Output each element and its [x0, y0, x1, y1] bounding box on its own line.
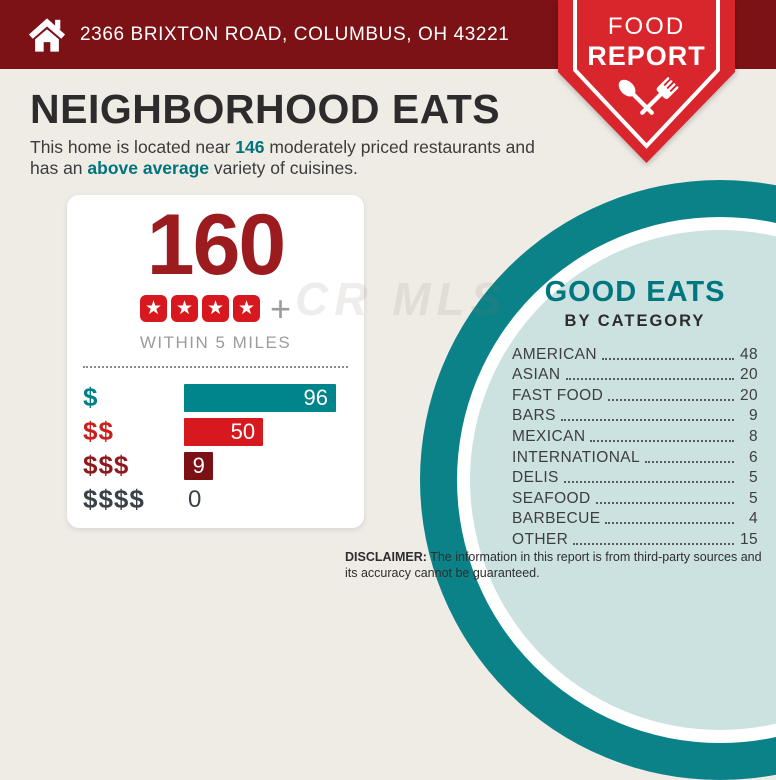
category-value: 5: [748, 489, 758, 507]
category-value: 15: [739, 530, 758, 548]
total-restaurants-count: 160: [146, 197, 287, 293]
page-title: NEIGHBORHOOD EATS: [30, 86, 501, 132]
category-row: MEXICAN 8: [512, 426, 758, 447]
bar-two-dollar: 50: [184, 417, 264, 446]
star-icon: ★: [201, 295, 229, 323]
bar-track: 96: [184, 383, 336, 412]
badge-text: FOOD REPORT: [558, 15, 735, 70]
good-eats-title: GOOD EATS: [544, 276, 726, 308]
category-value: 6: [748, 448, 758, 466]
category-label: BARS: [512, 407, 556, 425]
category-row: ASIAN 20: [512, 365, 758, 386]
price-level-bar-chart: $ 96 $$ 50 $$$ 9 $$$$ 0: [67, 382, 364, 515]
variety-highlight: above average: [87, 158, 210, 178]
category-label: SEAFOOD: [512, 489, 591, 507]
bar-three-dollar: 9: [184, 451, 213, 480]
dotted-leader: [573, 542, 734, 545]
price-tier-label: $$$$: [83, 484, 145, 515]
page-subtitle: This home is located near 146 moderately…: [30, 137, 570, 179]
star-icon: ★: [232, 295, 260, 323]
plus-icon: +: [269, 287, 292, 329]
category-value: 5: [748, 469, 758, 487]
bar-track: 50: [184, 417, 336, 446]
bar-track: 0: [184, 486, 336, 514]
good-eats-panel: GOOD EATS BY CATEGORY AMERICAN 48 ASIAN 20…: [512, 276, 758, 550]
category-value: 8: [748, 427, 758, 445]
price-row: $ 96: [83, 382, 336, 413]
category-row: BARBECUE 4: [512, 509, 758, 530]
property-address: 2366 BRIXTON ROAD, COLUMBUS, OH 43221: [80, 23, 510, 45]
category-row: INTERNATIONAL 6: [512, 447, 758, 468]
category-list: AMERICAN 48 ASIAN 20 FAST FOOD 20 BARS 9 MEX…: [512, 344, 758, 550]
price-tier-label: $: [83, 382, 99, 413]
category-row: BARS 9: [512, 406, 758, 427]
food-report-badge: FOOD REPORT: [558, 0, 735, 163]
star-icon: ★: [170, 295, 198, 323]
disclaimer: DISCLAIMER: The information in this repo…: [345, 549, 776, 582]
dotted-leader: [645, 460, 734, 463]
bar-value: 96: [303, 384, 328, 410]
bar-track: 9: [184, 451, 336, 480]
dotted-leader: [563, 481, 734, 484]
dotted-leader: [595, 501, 734, 504]
category-label: OTHER: [512, 530, 569, 548]
category-label: DELIS: [512, 469, 559, 487]
bar-value: 9: [192, 452, 205, 478]
spoon-fork-crossed-icon: [618, 77, 678, 115]
ribbon-shape: [558, 0, 735, 163]
price-tier-label: $$$: [83, 450, 130, 481]
badge-word-food: FOOD: [607, 13, 686, 40]
category-row: AMERICAN 48: [512, 344, 758, 365]
price-row: $$ 50: [83, 416, 336, 447]
bar-four-dollar: 0: [184, 486, 336, 514]
radius-label: WITHIN 5 MILES: [139, 332, 292, 352]
good-eats-subtitle: BY CATEGORY: [564, 312, 706, 330]
bar-one-dollar: 96: [184, 383, 336, 412]
dotted-leader: [605, 522, 734, 525]
dotted-divider: [83, 365, 348, 368]
category-row: FAST FOOD 20: [512, 385, 758, 406]
disclaimer-label: DISCLAIMER:: [345, 550, 427, 564]
category-label: ASIAN: [512, 366, 561, 384]
star-icon: ★: [139, 295, 167, 323]
dotted-leader: [590, 439, 734, 442]
dotted-leader: [565, 378, 734, 381]
restaurant-stats-card: 160 ★ ★ ★ ★ + WITHIN 5 MILES $ 96 $$ 50 …: [67, 195, 364, 528]
price-row: $$$$ 0: [83, 484, 336, 515]
category-row: SEAFOOD 5: [512, 488, 758, 509]
dotted-leader: [560, 419, 734, 422]
bar-value: 0: [188, 485, 202, 513]
star-rating: ★ ★ ★ ★ +: [67, 287, 364, 329]
category-row: DELIS 5: [512, 468, 758, 489]
home-icon: [28, 17, 66, 52]
subtitle-text: variety of cuisines.: [209, 158, 358, 178]
bar-value: 50: [230, 418, 256, 444]
category-label: MEXICAN: [512, 427, 586, 445]
category-value: 4: [748, 510, 758, 528]
category-label: BARBECUE: [512, 510, 601, 528]
dotted-leader: [602, 357, 734, 360]
price-tier-label: $$: [83, 416, 114, 447]
price-row: $$$ 9: [83, 450, 336, 481]
subtitle-text: This home is located near: [30, 137, 236, 157]
dotted-leader: [608, 398, 734, 401]
category-value: 20: [739, 386, 758, 404]
category-value: 48: [739, 345, 758, 363]
category-label: INTERNATIONAL: [512, 448, 641, 466]
category-row: OTHER 15: [512, 529, 758, 550]
category-label: FAST FOOD: [512, 386, 604, 404]
disclaimer-text: The information in this report is from t…: [345, 550, 762, 581]
category-value: 20: [739, 366, 758, 384]
category-label: AMERICAN: [512, 345, 598, 363]
subtitle-text: has an: [30, 158, 88, 178]
subtitle-text: moderately priced restaurants and: [264, 137, 535, 157]
restaurant-count: 146: [235, 137, 265, 157]
category-value: 9: [748, 407, 758, 425]
badge-word-report: REPORT: [587, 41, 706, 71]
